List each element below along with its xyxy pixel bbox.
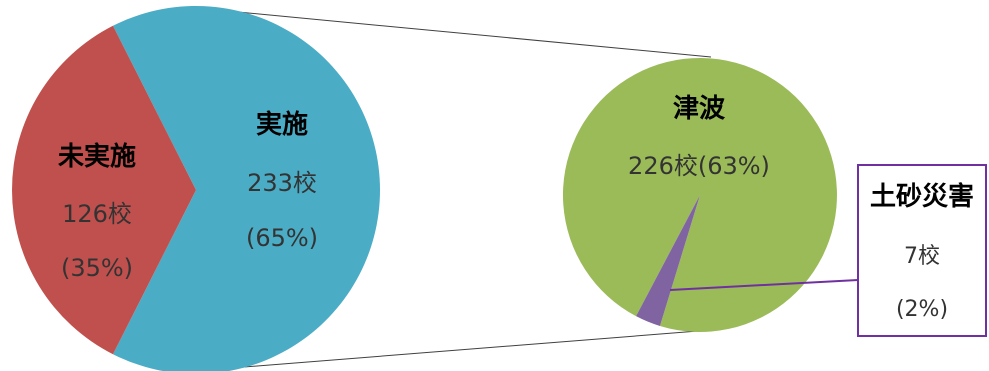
pie-slice-tsunami [562, 57, 837, 332]
pie-slice-implemented [112, 6, 380, 371]
slice-percent-implemented: (65%) [246, 224, 318, 252]
pie-slice-not-implemented [12, 25, 197, 355]
slice-label-implemented: 実施 [256, 109, 308, 140]
slice-value-tsunami: 226校(63%) [628, 152, 770, 180]
slice-value-implemented: 233校 [247, 169, 317, 197]
slice-label-not-implemented: 未実施 [58, 141, 136, 172]
slice-percent-landslide: (2%) [896, 297, 948, 322]
slice-label-landslide: 土砂災害 [870, 181, 974, 212]
slice-percent-not-implemented: (35%) [61, 254, 133, 282]
connector-line-bottom [193, 329, 712, 371]
slice-value-not-implemented: 126校 [62, 200, 132, 228]
slice-label-tsunami: 津波 [673, 94, 726, 124]
callout-leader-line [669, 279, 859, 291]
connector-line-top [195, 7, 712, 58]
callout-box-landslide [857, 164, 987, 337]
slice-value-landslide: 7校 [904, 244, 940, 269]
pie-slice-landslide [636, 195, 700, 327]
